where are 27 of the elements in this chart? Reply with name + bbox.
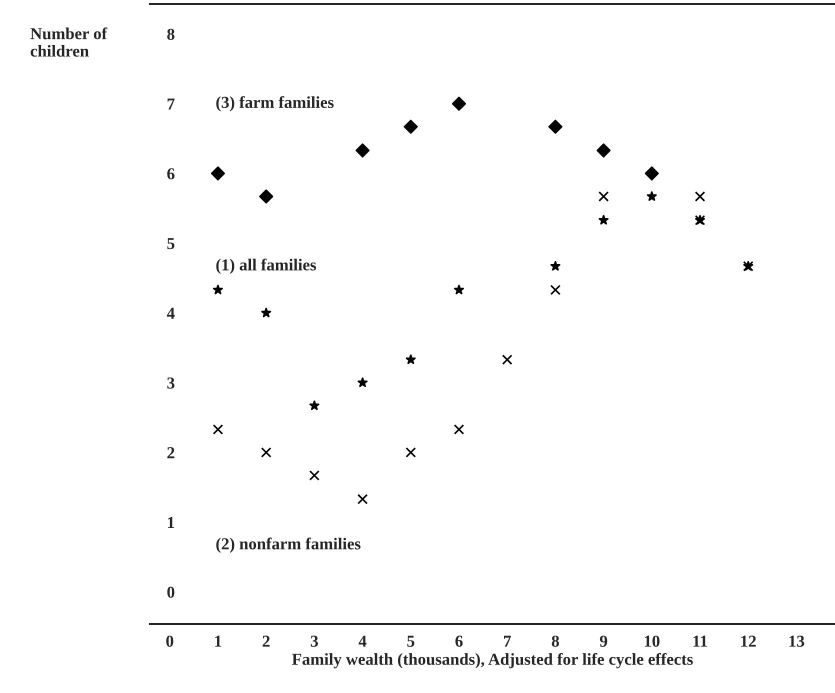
y-tick-label: 7 <box>168 98 175 110</box>
x-tick-label: 6 <box>455 636 463 647</box>
series-label: (1) all families <box>216 258 316 274</box>
x-tick-label: 9 <box>600 636 608 647</box>
x-tick-label: 1 <box>215 636 222 647</box>
x-tick-label: 10 <box>644 636 660 647</box>
x-tick-label: 4 <box>358 636 366 647</box>
x-tick-label: 8 <box>552 636 560 647</box>
x-tick-label: 5 <box>407 636 414 647</box>
x-tick-label: 12 <box>741 636 756 647</box>
text: (2) nonfarm families <box>216 538 360 553</box>
y-tick-label: 2 <box>167 447 174 458</box>
y-tick-label: 5 <box>167 238 174 250</box>
y-tick-label: 8 <box>167 28 174 40</box>
x-tick-label: 13 <box>789 636 804 647</box>
x-tick-label: 11 <box>693 636 708 647</box>
y-tick-label: 6 <box>167 168 175 180</box>
x-tick-label: 7 <box>504 636 511 647</box>
y-tick-label: 4 <box>166 308 175 319</box>
x-tick-label: 2 <box>262 636 270 647</box>
x-axis-title: Family wealth (thousands), Adjusted for life cycle effects <box>292 653 693 668</box>
y-axis-title: Number of children <box>30 27 108 57</box>
x-tick-label: 3 <box>310 636 318 647</box>
text: (3) farm families <box>216 96 334 112</box>
y-tick-label: 1 <box>168 516 174 528</box>
y-tick-label: 0 <box>167 586 174 598</box>
y-tick-label: 3 <box>167 377 174 389</box>
